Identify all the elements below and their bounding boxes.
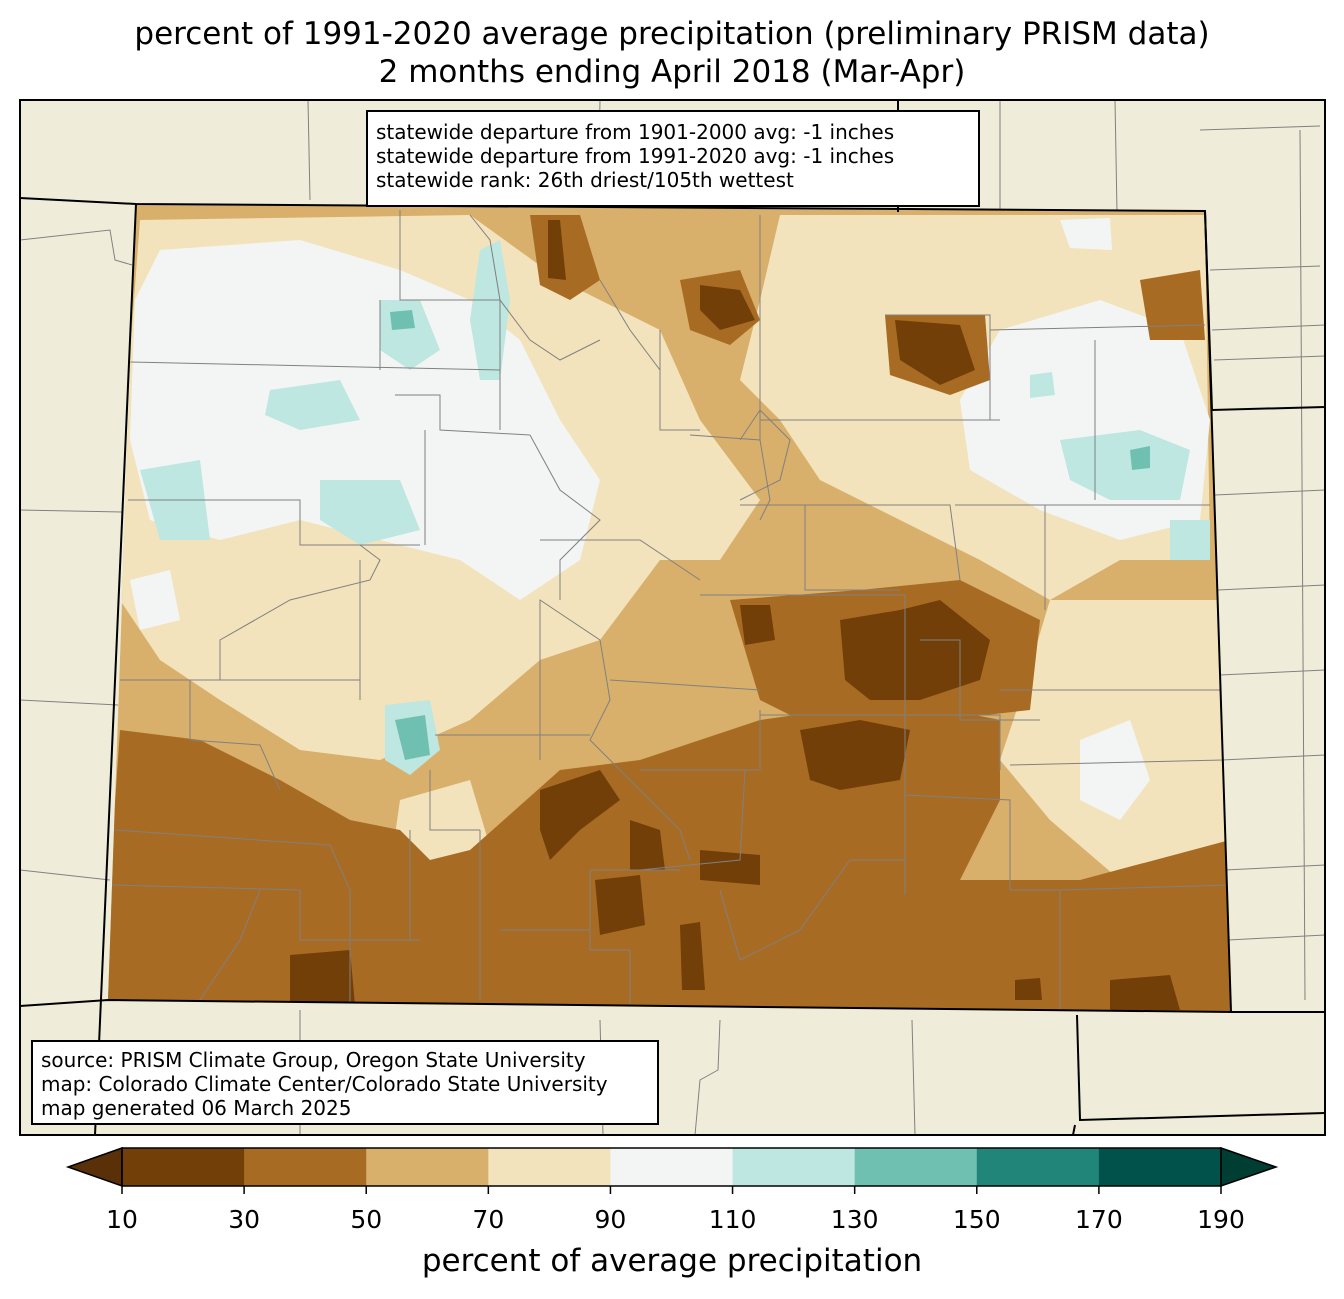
colorbar-tick-label: 150 — [952, 1205, 1001, 1234]
colorbar-segment — [366, 1148, 489, 1186]
colorbar-tick-label: 50 — [350, 1205, 383, 1234]
precipitation-field — [108, 204, 1231, 1012]
colorbar-segment — [976, 1148, 1100, 1186]
stats-departure-1901-2000: statewide departure from 1901-2000 avg: … — [376, 120, 895, 144]
colorbar-outline — [121, 1147, 1222, 1187]
colorbar-under-arrow — [65, 1146, 123, 1188]
colorbar-segment — [610, 1148, 734, 1186]
colorbar-ticks — [121, 1186, 1222, 1194]
map-title-line-1: percent of 1991-2020 average precipitati… — [134, 16, 1210, 52]
colorbar-tick-label: 190 — [1197, 1205, 1245, 1234]
stats-rank: statewide rank: 26th driest/105th wettes… — [376, 168, 794, 192]
colorbar-tick-label: 170 — [1075, 1205, 1123, 1234]
neighbor-county-lines — [20, 100, 1325, 1135]
source-line: source: PRISM Climate Group, Oregon Stat… — [41, 1048, 586, 1072]
colorbar-tick-label: 70 — [472, 1205, 505, 1234]
map-credit-line: map: Colorado Climate Center/Colorado St… — [41, 1072, 608, 1096]
map-title-line-2: 2 months ending April 2018 (Mar-Apr) — [378, 54, 966, 90]
stats-departure-1991-2020: statewide departure from 1991-2020 avg: … — [376, 144, 895, 168]
statewide-stats-box: statewide departure from 1901-2000 avg: … — [366, 110, 980, 207]
generated-date-line: map generated 06 March 2025 — [41, 1096, 352, 1120]
colorbar-tick-label: 110 — [708, 1205, 757, 1234]
map-frame — [19, 99, 1326, 1136]
county-lines — [111, 210, 1231, 1012]
colorbar-segment — [854, 1148, 978, 1186]
colorbar-tick-label: 10 — [106, 1205, 138, 1234]
colorbar-label: percent of average precipitation — [421, 1243, 923, 1279]
colorbar-segment — [488, 1148, 611, 1186]
colorbar-segment — [244, 1148, 367, 1186]
colorbar-segment — [122, 1148, 245, 1186]
colorbar-segment — [1098, 1148, 1222, 1186]
colorbar-tick-label: 90 — [594, 1205, 627, 1234]
colorbar-segment — [732, 1148, 856, 1186]
colorbar-segments — [122, 1148, 1222, 1186]
source-box: source: PRISM Climate Group, Oregon Stat… — [31, 1040, 659, 1125]
colorbar-over-arrow — [1220, 1146, 1279, 1188]
colorbar-tick-label: 30 — [228, 1205, 261, 1234]
colorbar-tick-label: 130 — [830, 1205, 879, 1234]
